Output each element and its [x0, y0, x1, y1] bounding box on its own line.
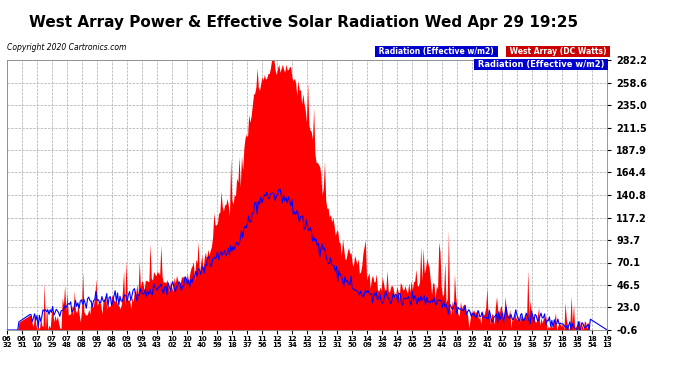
Text: Radiation (Effective w/m2): Radiation (Effective w/m2) [475, 60, 607, 69]
Text: Copyright 2020 Cartronics.com: Copyright 2020 Cartronics.com [7, 43, 126, 52]
Text: Radiation (Effective w/m2): Radiation (Effective w/m2) [376, 47, 496, 56]
Text: West Array Power & Effective Solar Radiation Wed Apr 29 19:25: West Array Power & Effective Solar Radia… [29, 15, 578, 30]
Text: West Array (DC Watts): West Array (DC Watts) [507, 47, 609, 56]
